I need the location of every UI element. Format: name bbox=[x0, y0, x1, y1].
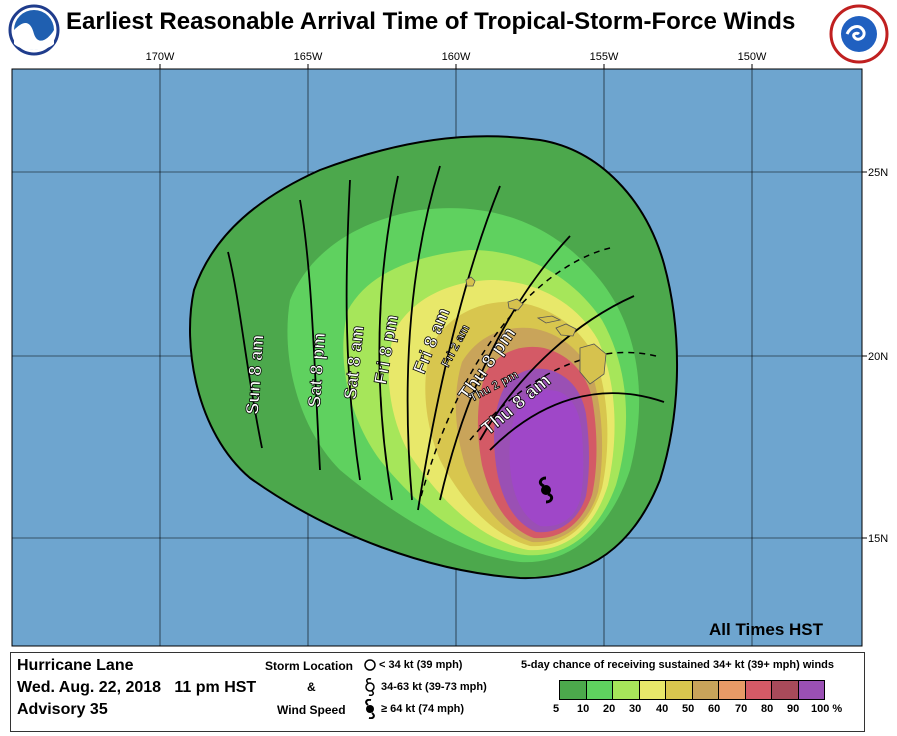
symbol-label-weak: < 34 kt (39 mph) bbox=[379, 659, 463, 671]
lon-label-150w: 150W bbox=[738, 51, 767, 63]
probability-title: 5-day chance of receiving sustained 34+ … bbox=[521, 659, 834, 671]
ampersand: & bbox=[307, 680, 316, 694]
island-kauai bbox=[465, 276, 476, 287]
swatch-60-70 bbox=[719, 681, 746, 699]
probability-100-zone bbox=[509, 390, 584, 527]
lat-label-25n: 25N bbox=[868, 167, 888, 179]
prob-tick-10: 10 bbox=[577, 703, 590, 715]
swatch-10-20 bbox=[586, 681, 613, 699]
map-title: Earliest Reasonable Arrival Time of Trop… bbox=[66, 8, 796, 35]
open-circle-icon bbox=[364, 659, 376, 671]
tick-marks bbox=[159, 64, 867, 539]
island-maui bbox=[555, 323, 577, 337]
lon-label-160w: 160W bbox=[442, 51, 471, 63]
lon-label-155w: 155W bbox=[590, 51, 619, 63]
swatch-70-80 bbox=[745, 681, 772, 699]
arrival-time-contours bbox=[227, 165, 665, 511]
probability-color-bar bbox=[559, 680, 825, 700]
lat-label-20n: 20N bbox=[868, 351, 888, 363]
island-oahu bbox=[507, 298, 524, 311]
hurricane-position-icon bbox=[538, 476, 554, 504]
prob-tick-100: 100 % bbox=[811, 703, 843, 715]
prob-tick-30: 30 bbox=[629, 703, 642, 715]
island-molokai bbox=[536, 315, 562, 324]
hawaiian-islands bbox=[465, 276, 607, 385]
advisory-datetime: Wed. Aug. 22, 2018 11 pm HST bbox=[17, 679, 257, 696]
lon-label-170w: 170W bbox=[146, 51, 175, 63]
swatch-80-90 bbox=[772, 681, 799, 699]
prob-tick-50: 50 bbox=[682, 703, 695, 715]
prob-tick-80: 80 bbox=[761, 703, 774, 715]
legend-panel: Hurricane Lane Wed. Aug. 22, 2018 11 pm … bbox=[10, 652, 865, 732]
hurricane-icon bbox=[365, 699, 375, 719]
swatch-50-60 bbox=[692, 681, 719, 699]
storm-name: Hurricane Lane bbox=[17, 657, 134, 674]
prob-tick-40: 40 bbox=[656, 703, 669, 715]
storm-location-label: Storm Location bbox=[265, 659, 354, 673]
prob-tick-60: 60 bbox=[708, 703, 721, 715]
forecast-map: 170W 165W 160W 155W 150W 25N 20N 15N Sun… bbox=[11, 51, 888, 647]
swatch-20-30 bbox=[613, 681, 640, 699]
swatch-90-100 bbox=[798, 681, 824, 699]
tropical-storm-icon bbox=[365, 678, 375, 696]
symbol-label-tropical-storm: 34-63 kt (39-73 mph) bbox=[381, 681, 487, 693]
prob-tick-70: 70 bbox=[735, 703, 748, 715]
swatch-5-10 bbox=[560, 681, 587, 699]
prob-tick-5: 5 bbox=[553, 703, 560, 715]
swatch-40-50 bbox=[666, 681, 693, 699]
prob-tick-20: 20 bbox=[603, 703, 616, 715]
nws-logo-icon bbox=[829, 4, 889, 64]
symbol-label-hurricane: ≥ 64 kt (74 mph) bbox=[381, 703, 465, 715]
noaa-logo-icon bbox=[8, 4, 60, 56]
wind-speed-label: Wind Speed bbox=[277, 703, 346, 717]
all-times-note: All Times HST bbox=[709, 620, 823, 639]
prob-tick-90: 90 bbox=[787, 703, 800, 715]
island-big-island bbox=[579, 343, 607, 385]
dashed-contours bbox=[419, 247, 657, 501]
lat-label-15n: 15N bbox=[868, 533, 888, 545]
lon-label-165w: 165W bbox=[294, 51, 323, 63]
advisory-number: Advisory 35 bbox=[17, 701, 108, 718]
swatch-30-40 bbox=[639, 681, 666, 699]
